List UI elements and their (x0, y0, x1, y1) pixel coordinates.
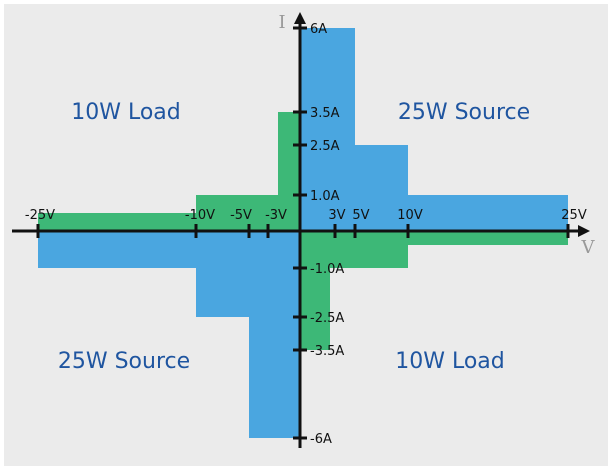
x-tick-labels: -25V -10V -5V -3V 3V 5V 10V 25V (25, 208, 587, 223)
load-region (38, 112, 568, 350)
y-tick-label: 2.5A (310, 139, 340, 154)
x-tick-label: -5V (230, 208, 252, 223)
region-label: 25W Source (58, 349, 190, 374)
region-label: 10W Load (395, 349, 505, 374)
y-axis-label: I (278, 12, 285, 33)
y-tick-labels: 6A 3.5A 2.5A 1.0A -1.0A -2.5A -3.5A -6A (310, 22, 344, 447)
x-tick-label: 10V (397, 208, 423, 223)
source-region (38, 28, 568, 438)
x-tick-label: -25V (25, 208, 55, 223)
y-tick-label: -3.5A (310, 344, 344, 359)
x-tick-label: 25V (561, 208, 587, 223)
tick-marks (36, 26, 570, 440)
x-arrow (578, 225, 590, 237)
x-tick-label: -3V (265, 208, 287, 223)
y-tick-label: -1.0A (310, 262, 344, 277)
y-tick-label: -2.5A (310, 311, 344, 326)
region-label: 25W Source (398, 100, 530, 125)
x-tick-label: 3V (328, 208, 345, 223)
x-tick-label: -10V (185, 208, 215, 223)
y-arrow (294, 12, 306, 24)
y-tick-label: 1.0A (310, 189, 340, 204)
y-tick-label: 3.5A (310, 106, 340, 121)
x-tick-label: 5V (352, 208, 369, 223)
x-axis-label: V (581, 237, 596, 258)
y-tick-label: -6A (310, 432, 332, 447)
y-tick-label: 6A (310, 22, 327, 37)
region-label: 10W Load (71, 100, 181, 125)
